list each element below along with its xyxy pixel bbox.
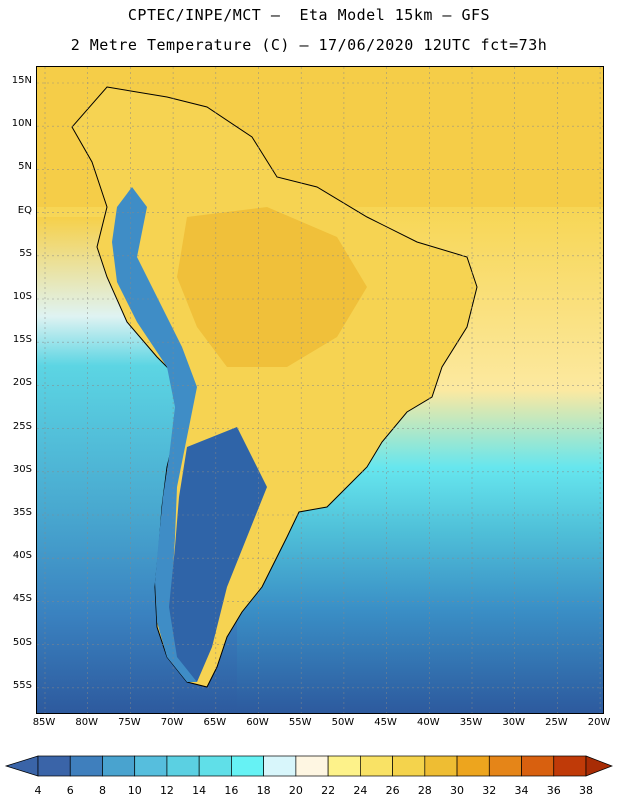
latitude-label: 10S [12, 291, 32, 302]
temperature-map [36, 66, 604, 714]
colorbar-tick-label: 12 [159, 784, 174, 797]
latitude-label: 30S [12, 463, 32, 475]
colorbar-segment [424, 755, 458, 777]
longitude-label: 20W [587, 717, 611, 728]
colorbar-segment [198, 755, 232, 777]
colorbar-tick-label: 36 [546, 784, 561, 797]
latitude-label: 55S [12, 679, 32, 691]
latitude-label: 20S [12, 377, 32, 389]
colorbar-tick-label: 24 [353, 784, 368, 797]
colorbar-segment [166, 755, 200, 777]
colorbar-segment [102, 755, 136, 777]
colorbar-segment [360, 755, 393, 777]
map-title: CPTEC/INPE/MCT – Eta Model 15km – GFS [127, 6, 491, 24]
colorbar-tick-label: 38 [579, 784, 593, 797]
colorbar-tick-label: 32 [482, 784, 497, 797]
longitude-label: 65W [203, 717, 227, 728]
latitude-label: 50S [12, 636, 32, 648]
colorbar-tick-label: 10 [127, 784, 142, 797]
longitude-label: 80W [75, 717, 98, 728]
colorbar-tick-label: 8 [98, 784, 106, 797]
colorbar-tick-label: 6 [66, 784, 74, 797]
andes-cold-strip [112, 187, 197, 682]
colorbar-tick-label: 22 [321, 784, 336, 797]
longitude-label: 55W [288, 717, 312, 728]
hot-interior-region [177, 207, 367, 367]
colorbar-segment [37, 755, 71, 777]
colorbar-segment [488, 755, 522, 777]
latitude-label: 25S [12, 420, 32, 432]
latitude-label: 5N [18, 161, 32, 173]
colorbar-tick-label: 16 [224, 784, 239, 797]
longitude-label: 60W [246, 717, 269, 728]
colorbar-segment [134, 755, 168, 777]
colorbar-tick-label: 18 [256, 784, 271, 797]
longitude-label: 50W [331, 717, 355, 728]
colorbar-tick-label: 28 [417, 784, 432, 797]
colorbar-tick-label: 30 [450, 784, 465, 797]
colorbar-segment [295, 755, 329, 777]
patagonia-cold-region [169, 427, 267, 682]
map-canvas [37, 67, 603, 713]
longitude-label: 45W [374, 717, 397, 728]
colorbar-tick-label: 14 [192, 784, 207, 797]
map-subtitle: 2 Metre Temperature (C) – 17/06/2020 12U… [70, 36, 548, 54]
longitude-label: 30W [502, 717, 525, 728]
latitude-label: 45S [12, 593, 32, 605]
longitude-label: 70W [160, 717, 184, 728]
longitude-label: 35W [459, 717, 483, 728]
colorbar-tick-label: 34 [514, 784, 529, 797]
latitude-label: 15S [12, 334, 32, 346]
colorbar-min-arrow [4, 755, 39, 777]
colorbar-segment [69, 755, 103, 777]
colorbar-tick-label: 4 [34, 784, 42, 797]
latitude-label: 35S [12, 507, 32, 518]
colorbar-segment [392, 755, 426, 777]
colorbar-max-arrow [585, 755, 613, 777]
colorbar [4, 755, 613, 777]
longitude-label: 40W [416, 717, 440, 728]
longitude-label: 25W [545, 717, 568, 728]
colorbar-segment [231, 755, 264, 777]
latitude-label: 5S [19, 247, 32, 259]
longitude-label: 85W [32, 717, 56, 728]
colorbar-segment [263, 755, 297, 777]
colorbar-segment [553, 755, 587, 777]
latitude-label: EQ [17, 204, 32, 216]
latitude-label: 10N [11, 118, 32, 130]
colorbar-tick-label: 26 [385, 784, 400, 797]
colorbar-segment [456, 755, 490, 777]
colorbar-segment [521, 755, 555, 777]
colorbar-segment [327, 755, 361, 777]
graticule [37, 67, 603, 713]
colorbar-tick-label: 20 [288, 784, 303, 797]
latitude-label: 40S [12, 550, 32, 562]
longitude-label: 75W [118, 717, 141, 728]
latitude-label: 15N [11, 75, 32, 86]
